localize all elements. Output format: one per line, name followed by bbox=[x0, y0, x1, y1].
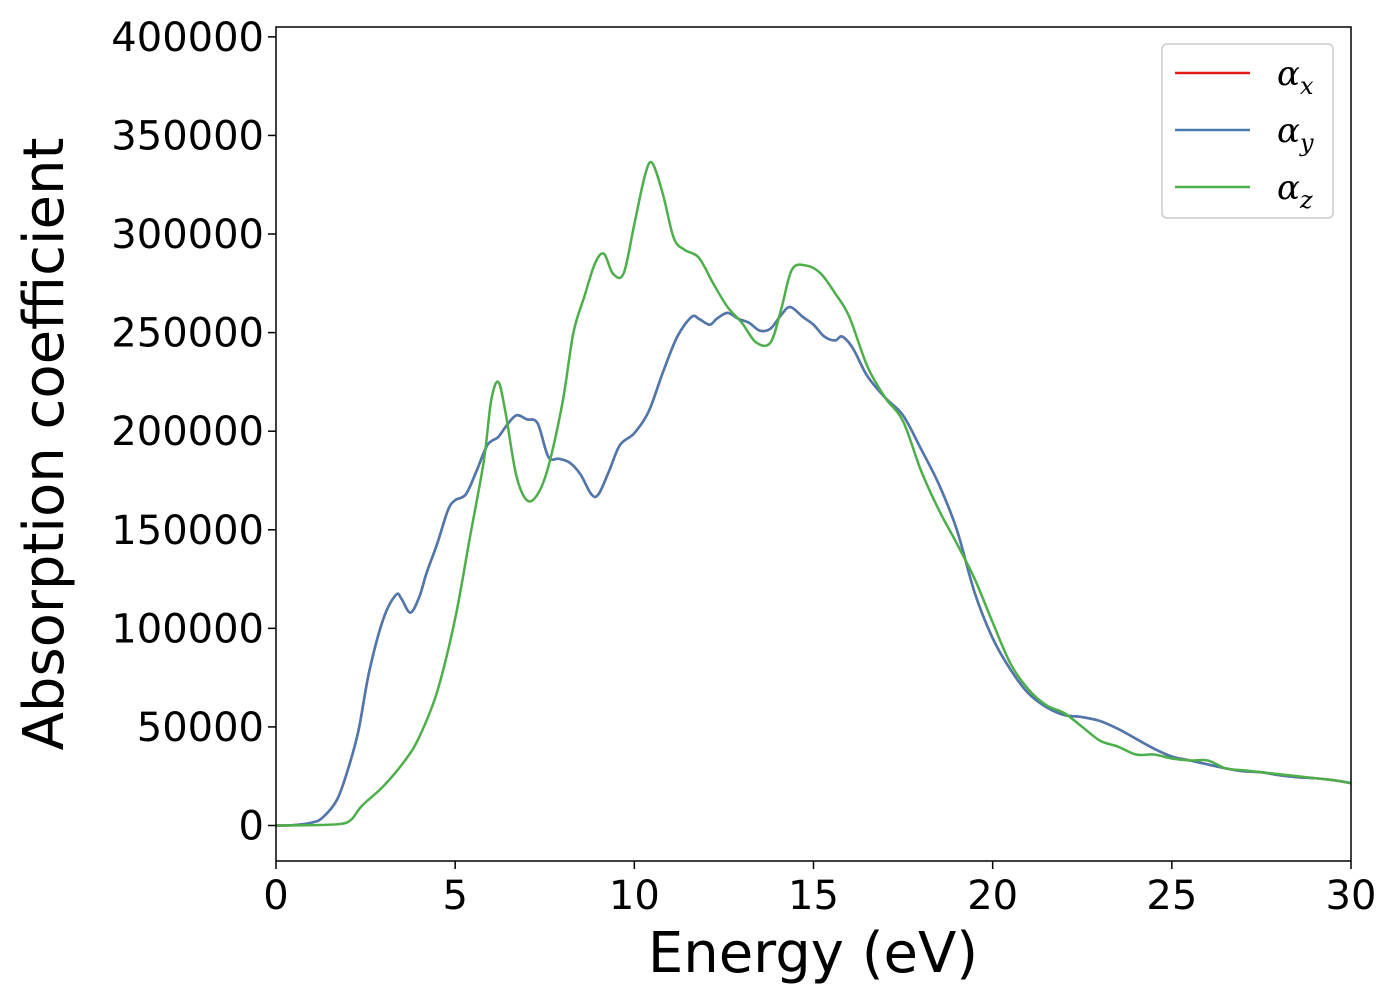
y-tick-label: 100000 bbox=[111, 606, 264, 652]
series-line-z bbox=[276, 160, 1351, 827]
series-line-y bbox=[276, 305, 1351, 827]
legend-label-y: αy bbox=[1277, 111, 1314, 157]
x-tick-label: 0 bbox=[263, 873, 288, 919]
y-tick-label: 400000 bbox=[111, 15, 264, 61]
y-tick-label: 150000 bbox=[111, 508, 264, 554]
y-tick-label: 0 bbox=[239, 804, 264, 850]
y-axis-ticks: 0 50000 100000 150000 200000 250000 300000 3500… bbox=[111, 15, 276, 850]
x-axis-label: Energy (eV) bbox=[648, 921, 978, 986]
series-line-x bbox=[276, 305, 1351, 827]
y-tick-label: 350000 bbox=[111, 113, 264, 159]
x-tick-label: 5 bbox=[442, 873, 467, 919]
x-tick-label: 15 bbox=[788, 873, 839, 919]
legend: αx αy αz bbox=[1161, 43, 1334, 219]
y-tick-label: 300000 bbox=[111, 212, 264, 258]
series-layer bbox=[276, 160, 1351, 827]
x-tick-label: 25 bbox=[1146, 873, 1197, 919]
x-axis-ticks: 0 5 10 15 20 25 30 bbox=[263, 861, 1376, 919]
legend-label-z: αz bbox=[1277, 168, 1313, 214]
y-tick-label: 250000 bbox=[111, 311, 264, 357]
x-tick-label: 20 bbox=[967, 873, 1018, 919]
y-tick-label: 50000 bbox=[137, 705, 264, 751]
x-tick-label: 30 bbox=[1326, 873, 1377, 919]
y-axis-label: Absorption coefficient bbox=[12, 138, 77, 751]
y-tick-label: 200000 bbox=[111, 409, 264, 455]
x-tick-label: 10 bbox=[609, 873, 660, 919]
legend-label-x: αx bbox=[1277, 54, 1314, 100]
